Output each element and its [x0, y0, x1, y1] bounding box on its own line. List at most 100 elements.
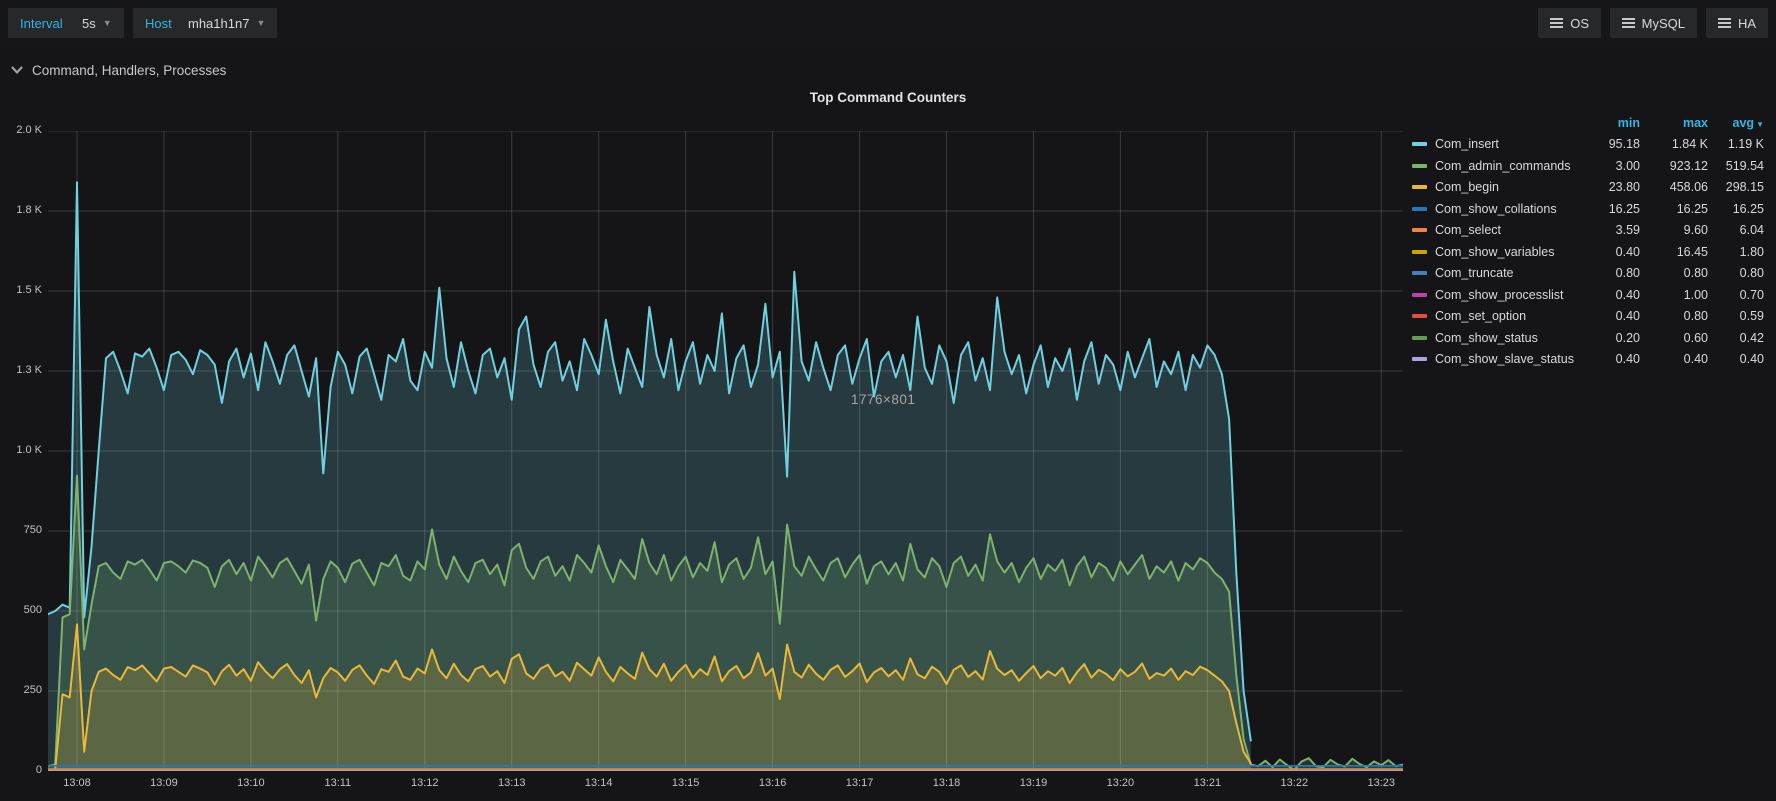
host-value: mha1h1n7 [188, 15, 250, 31]
hamburger-icon [1550, 16, 1564, 30]
legend-value-min: 23.80 [1608, 180, 1640, 195]
legend-value-max: 0.60 [1683, 330, 1708, 345]
legend-series-toggle[interactable]: Com_begin [1412, 180, 1592, 194]
x-axis-label: 13:23 [1367, 777, 1396, 789]
legend-series-name: Com_show_status [1435, 330, 1538, 345]
legend-table: min max avg ▼ Com_insert 95.18 1.84 K 1.19 K Com… [1412, 112, 1768, 370]
mysql-menu-button[interactable]: MySQL [1609, 8, 1697, 38]
x-axis-label: 13:21 [1193, 777, 1222, 789]
legend-row: Com_show_variables 0.40 16.45 1.80 [1412, 241, 1768, 263]
legend-value-max: 1.84 K [1671, 137, 1708, 152]
series-color-swatch-icon [1412, 271, 1427, 276]
menu-button-label: HA [1737, 15, 1756, 31]
y-axis-label: 0 [35, 764, 42, 776]
x-axis-label: 13:14 [584, 777, 613, 789]
legend-series-name: Com_begin [1435, 180, 1499, 195]
legend-value-max: 0.80 [1683, 309, 1708, 324]
legend-row: Com_show_slave_status 0.40 0.40 0.40 [1412, 349, 1768, 371]
x-axis-label: 13:13 [497, 777, 526, 789]
chevron-down-icon [11, 66, 23, 74]
y-axis-label: 1.0 K [16, 444, 42, 456]
legend-header-min[interactable]: min [1617, 115, 1640, 130]
legend-value-min: 3.00 [1615, 158, 1640, 173]
legend-row: Com_select 3.59 9.60 6.04 [1412, 220, 1768, 242]
row-title: Command, Handlers, Processes [32, 62, 227, 78]
legend-value-avg: 6.04 [1739, 223, 1764, 238]
legend-series-toggle[interactable]: Com_show_collations [1412, 202, 1592, 216]
y-axis-label: 1.5 K [16, 284, 42, 296]
legend-series-toggle[interactable]: Com_truncate [1412, 266, 1592, 280]
legend-value-max: 1.00 [1683, 287, 1708, 302]
legend-value-avg: 1.19 K [1727, 137, 1764, 152]
legend-series-toggle[interactable]: Com_set_option [1412, 309, 1592, 323]
legend-series-toggle[interactable]: Com_insert [1412, 137, 1592, 151]
y-axis-label: 500 [23, 604, 42, 616]
x-axis-label: 13:19 [1019, 777, 1048, 789]
sort-desc-icon: ▼ [1756, 119, 1764, 129]
x-axis-label: 13:17 [845, 777, 874, 789]
x-axis-label: 13:15 [671, 777, 700, 789]
legend-value-min: 0.20 [1615, 330, 1640, 345]
x-axis-label: 13:22 [1280, 777, 1309, 789]
legend-series-name: Com_insert [1435, 137, 1499, 152]
series-fill-Com_admin_commands [48, 475, 1403, 771]
legend-value-avg: 0.42 [1739, 330, 1764, 345]
series-fills [48, 182, 1403, 771]
series-color-swatch-icon [1412, 163, 1427, 168]
host-value-dropdown[interactable]: mha1h1n7 ▼ [176, 8, 278, 38]
x-axis-label: 13:08 [63, 777, 91, 789]
graph-canvas[interactable] [48, 131, 1403, 771]
x-axis-label: 13:20 [1106, 777, 1135, 789]
legend-value-avg: 298.15 [1725, 180, 1764, 195]
submenu-toolbar: Interval 5s ▼ Host mha1h1n7 ▼ HA MySQL OS [0, 0, 1776, 46]
legend-series-name: Com_truncate [1435, 266, 1514, 281]
legend-series-name: Com_show_variables [1435, 244, 1555, 259]
interval-value: 5s [82, 15, 96, 31]
legend-row: Com_truncate 0.80 0.80 0.80 [1412, 263, 1768, 285]
chevron-down-icon: ▼ [256, 18, 266, 28]
ha-menu-button[interactable]: HA [1705, 8, 1768, 38]
series-color-swatch-icon [1412, 228, 1427, 233]
series-fill-Com_insert [48, 182, 1251, 771]
legend-row: Com_begin 23.80 458.06 298.15 [1412, 177, 1768, 199]
legend-value-min: 0.80 [1615, 266, 1640, 281]
interval-label-button[interactable]: Interval [8, 8, 75, 38]
legend-series-toggle[interactable]: Com_show_slave_status [1412, 352, 1592, 366]
legend-value-avg: 0.70 [1739, 287, 1764, 302]
legend-value-min: 16.25 [1608, 201, 1640, 216]
y-axis-label: 250 [23, 684, 42, 696]
series-color-swatch-icon [1412, 357, 1427, 362]
y-axis-label: 1.3 K [16, 364, 42, 376]
os-menu-button[interactable]: OS [1538, 8, 1601, 38]
legend-series-name: Com_select [1435, 223, 1501, 238]
legend-series-name: Com_admin_commands [1435, 158, 1571, 173]
legend-series-name: Com_show_collations [1435, 201, 1557, 216]
y-axis-label: 1.8 K [16, 204, 42, 216]
series-fill-Com_begin [48, 624, 1251, 771]
interval-value-dropdown[interactable]: 5s ▼ [70, 8, 124, 38]
legend-row: Com_admin_commands 3.00 923.12 519.54 [1412, 155, 1768, 177]
x-axis-label: 13:12 [411, 777, 439, 789]
menu-button-label: OS [1570, 15, 1589, 31]
row-collapse-header[interactable]: Command, Handlers, Processes [0, 58, 1776, 82]
legend-series-toggle[interactable]: Com_show_variables [1412, 245, 1592, 259]
legend-value-avg: 0.40 [1739, 352, 1764, 367]
legend-value-max: 0.80 [1683, 266, 1708, 281]
legend-series-toggle[interactable]: Com_admin_commands [1412, 159, 1592, 173]
panel-title[interactable]: Top Command Counters [809, 90, 967, 105]
legend-header-avg[interactable]: avg ▼ [1732, 115, 1764, 130]
host-label-button[interactable]: Host [133, 8, 184, 38]
dimensions-watermark: 1776×801 [851, 392, 916, 407]
legend-value-max: 923.12 [1669, 158, 1708, 173]
legend-header-max[interactable]: max [1682, 115, 1708, 130]
legend-value-max: 0.40 [1683, 352, 1708, 367]
chevron-down-icon: ▼ [102, 18, 112, 28]
x-axis-label: 13:09 [150, 777, 178, 789]
legend-series-toggle[interactable]: Com_show_processlist [1412, 288, 1592, 302]
legend-value-max: 16.25 [1676, 201, 1708, 216]
legend-series-toggle[interactable]: Com_select [1412, 223, 1592, 237]
interval-label: Interval [20, 15, 63, 31]
legend-series-toggle[interactable]: Com_show_status [1412, 331, 1592, 345]
legend-value-avg: 1.80 [1739, 244, 1764, 259]
